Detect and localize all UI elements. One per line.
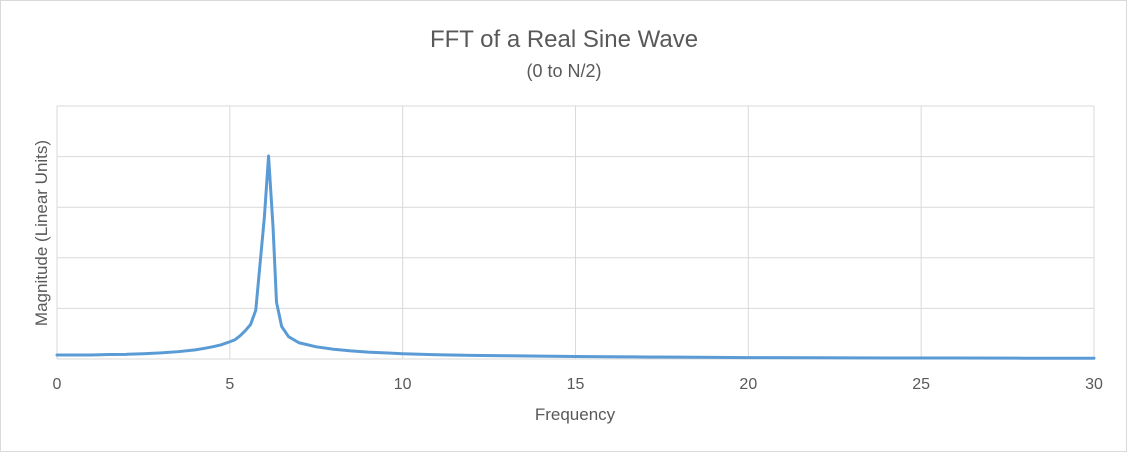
series-layer [55,154,1096,360]
chart-title: FFT of a Real Sine Wave [430,26,698,53]
y-axis-label: Magnitude (Linear Units) [32,140,51,326]
x-tick-label: 10 [394,376,412,393]
x-tick-label: 25 [912,376,930,393]
series-line-0 [55,154,1096,360]
x-tick-label: 30 [1085,376,1103,393]
x-axis-label: Frequency [535,405,616,424]
x-tick-labels: 0 5 10 15 20 25 30 [53,376,1103,393]
x-tick-label: 0 [53,376,62,393]
x-tick-label: 20 [739,376,757,393]
gridlines [56,105,1095,360]
x-tick-label: 15 [567,376,585,393]
x-tick-label: 5 [225,376,234,393]
chart-subtitle: (0 to N/2) [526,61,601,81]
